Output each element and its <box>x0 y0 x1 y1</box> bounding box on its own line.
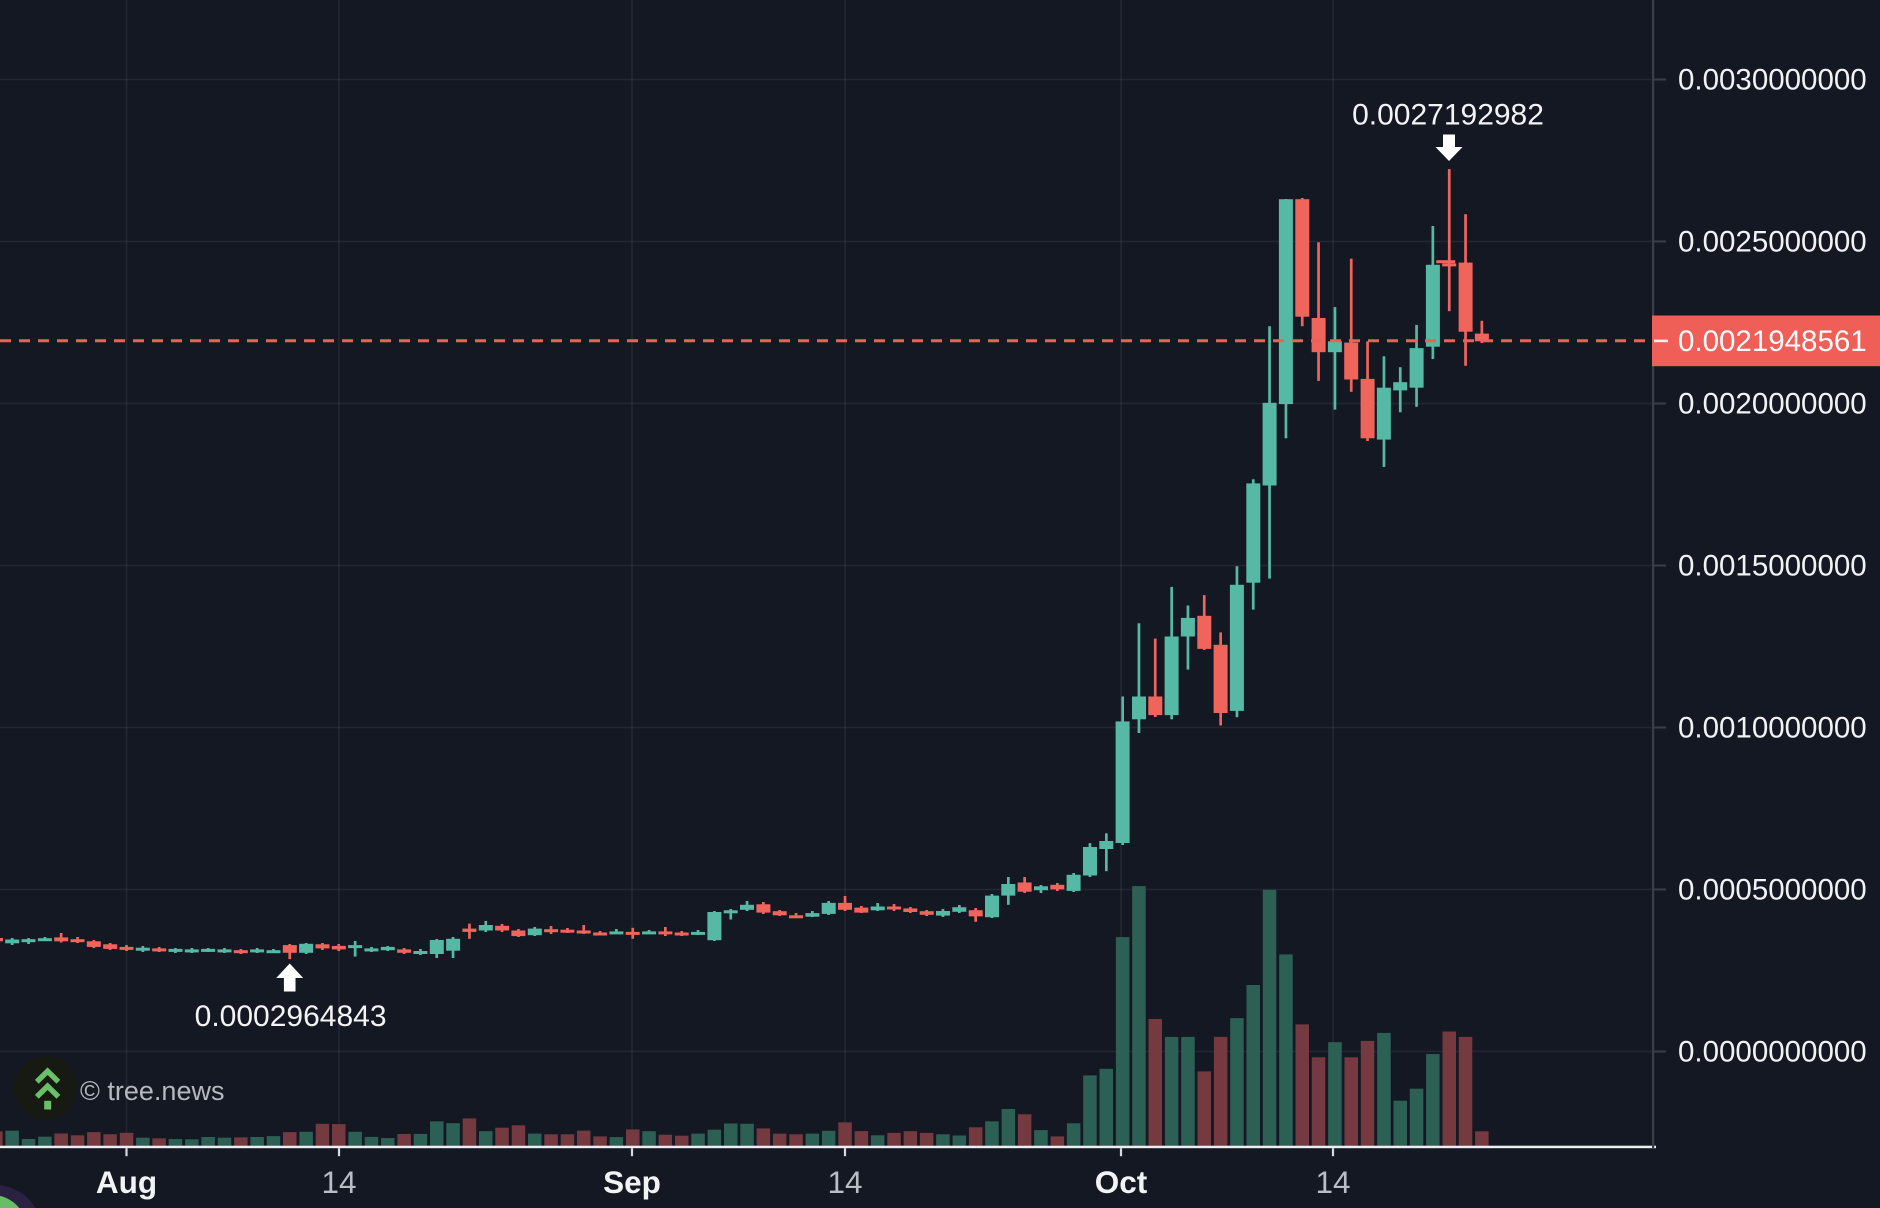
svg-text:0.0020000000: 0.0020000000 <box>1678 388 1867 421</box>
svg-text:0.0027192982: 0.0027192982 <box>1352 99 1544 132</box>
svg-text:14: 14 <box>827 1164 862 1200</box>
svg-text:0.0015000000: 0.0015000000 <box>1678 550 1867 583</box>
svg-text:0.0000000000: 0.0000000000 <box>1678 1036 1867 1069</box>
svg-text:14: 14 <box>321 1164 356 1200</box>
svg-text:14: 14 <box>1315 1164 1350 1200</box>
svg-text:0.0030000000: 0.0030000000 <box>1678 64 1867 97</box>
svg-text:0.0010000000: 0.0010000000 <box>1678 712 1867 745</box>
svg-text:Aug: Aug <box>96 1164 157 1200</box>
svg-text:0.0002964843: 0.0002964843 <box>195 1000 387 1033</box>
svg-text:0.0021948561: 0.0021948561 <box>1678 325 1867 358</box>
svg-text:© tree.news: © tree.news <box>80 1076 224 1106</box>
svg-text:0.0005000000: 0.0005000000 <box>1678 874 1867 907</box>
svg-text:0.0025000000: 0.0025000000 <box>1678 226 1867 259</box>
svg-text:Sep: Sep <box>603 1164 661 1200</box>
svg-text:Oct: Oct <box>1095 1164 1148 1200</box>
